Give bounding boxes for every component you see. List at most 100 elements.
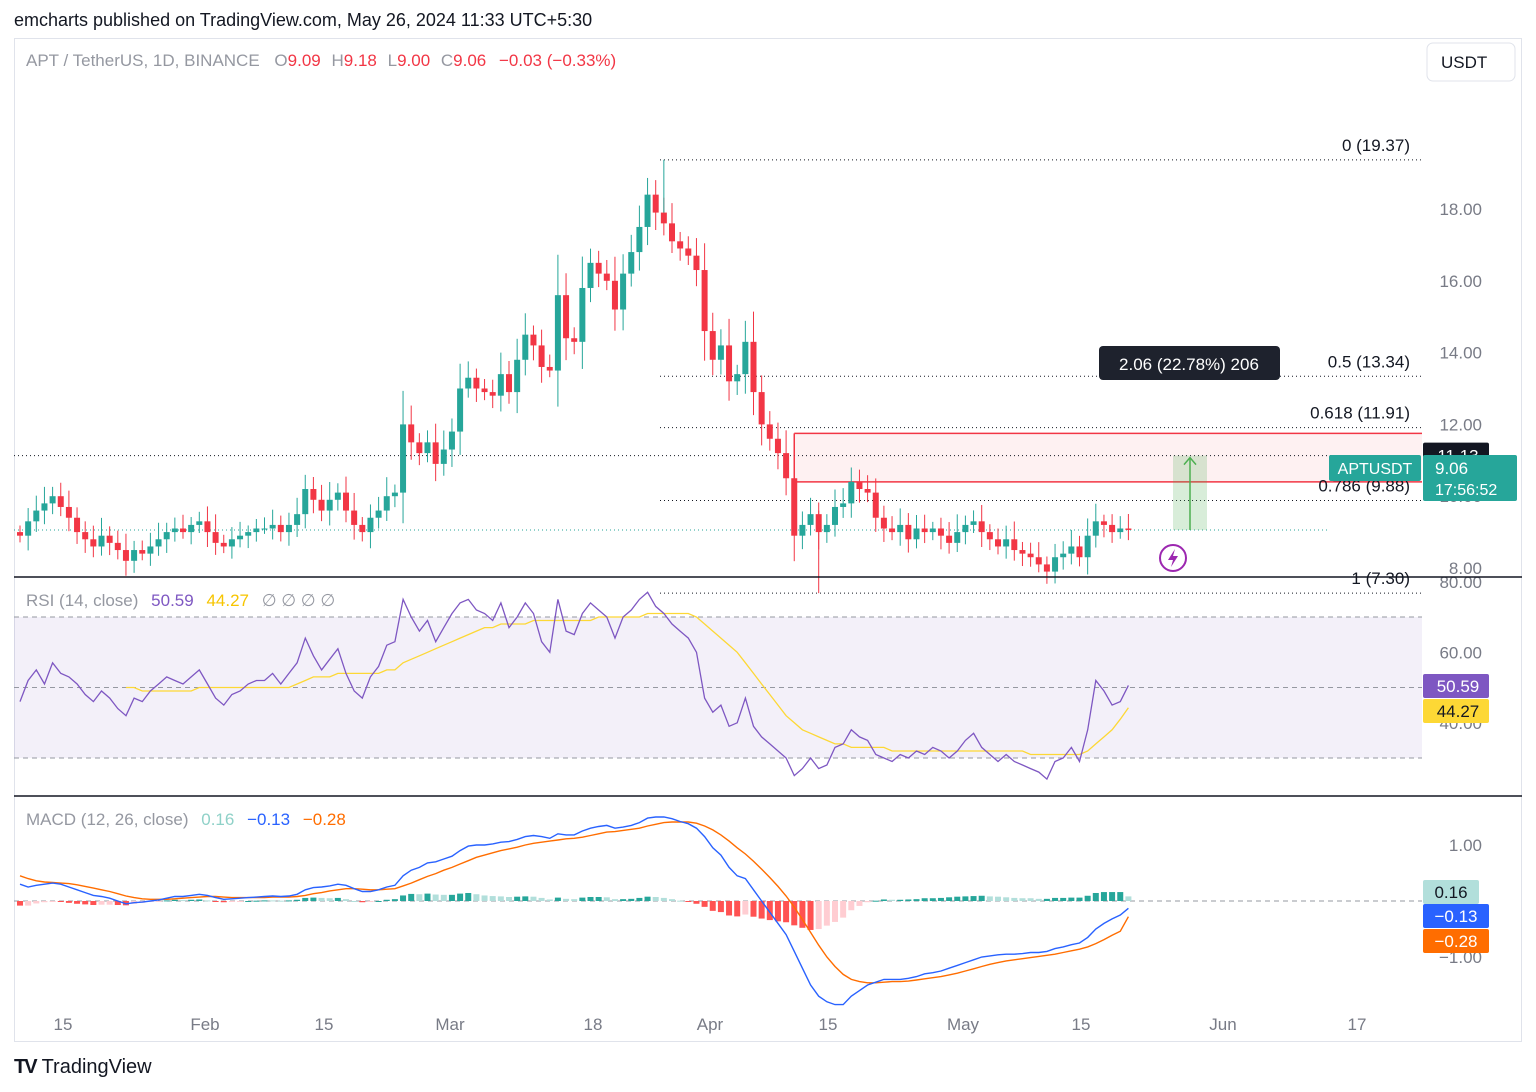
close-value: 9.06 [453, 51, 486, 70]
macd-histogram-bar [742, 901, 749, 915]
macd-histogram-bar [326, 898, 333, 901]
candle-body [717, 345, 724, 360]
macd-histogram-bar [766, 901, 773, 921]
candle-body [400, 424, 407, 493]
candle-body [497, 374, 504, 396]
macd-histogram-bar [448, 894, 455, 901]
rsi-legend: RSI (14, close) 50.59 44.27 ∅ ∅ ∅ ∅ [26, 591, 335, 610]
candle-body [734, 374, 741, 382]
candle-body [310, 489, 317, 500]
macd-histogram-bar [1043, 898, 1050, 901]
macd-histogram-bar [90, 901, 97, 906]
candle-body [147, 546, 154, 554]
price-range-measure[interactable]: 2.06 (22.78%) 206 [1099, 346, 1280, 530]
measure-label: 2.06 (22.78%) 206 [1119, 355, 1259, 374]
macd-pane: 1.00−1.000.16−0.13−0.28 [14, 816, 1489, 1006]
macd-hist-value: 0.16 [201, 810, 234, 829]
candle-body [946, 535, 953, 543]
macd-histogram-bar [880, 899, 887, 901]
candle-body [685, 248, 692, 256]
macd-histogram-bar [310, 897, 317, 901]
price-axis-label: 8.00 [1449, 559, 1482, 578]
candle-body [611, 280, 618, 310]
macd-histogram-bar [359, 901, 366, 903]
axes: 18.0016.0014.0012.0010.008.0015Feb15Mar1… [14, 200, 1522, 1034]
time-axis-label: 18 [584, 1015, 603, 1034]
candle-body [995, 539, 1001, 547]
macd-histogram-bar [506, 896, 512, 901]
candle-body [269, 524, 276, 529]
main-legend: APT / TetherUS, 1D, BINANCE O9.09 H9.18 … [26, 51, 616, 70]
candle-body [652, 194, 659, 213]
time-axis-label: 17 [1348, 1015, 1367, 1034]
candle-body [424, 442, 431, 454]
candle-body [1100, 521, 1107, 525]
macd-histogram-bar [783, 901, 790, 923]
candle-body [620, 273, 627, 310]
candle-body [375, 510, 382, 518]
macd-histogram-bar [709, 901, 716, 911]
candle-body [538, 345, 545, 367]
macd-histogram-bar [889, 899, 896, 901]
candle-body [139, 550, 146, 554]
macd-histogram-bar [155, 901, 162, 902]
macd-histogram-bar [611, 899, 618, 901]
macd-histogram-bar [571, 899, 578, 901]
macd-histogram-bar [929, 898, 936, 901]
candle-body [880, 517, 887, 529]
macd-histogram-bar [98, 901, 105, 905]
candle-body [391, 492, 398, 497]
macd-histogram-bar [1011, 897, 1018, 901]
macd-histogram-bar [457, 893, 464, 901]
macd-histogram-bar [82, 901, 89, 905]
macd-histogram-bar [1052, 897, 1059, 901]
candle-body [1003, 539, 1010, 547]
candle-body [33, 510, 40, 522]
candle-body [343, 492, 349, 511]
time-axis-label: 15 [315, 1015, 334, 1034]
candle-body [163, 532, 170, 540]
macd-histogram-bar [220, 901, 227, 903]
candle-body [563, 295, 570, 339]
macd-histogram-bar [465, 892, 472, 901]
macd-hist-tag [1423, 880, 1479, 904]
candle-body [677, 241, 684, 249]
currency-button[interactable] [1426, 42, 1516, 82]
macd-histogram-bar [285, 900, 292, 902]
macd-histogram-bar [318, 897, 325, 901]
candle-body [440, 449, 447, 464]
symbol-tag-text: APTUSDT [1338, 461, 1413, 478]
candle-body [155, 539, 162, 547]
lightning-icon[interactable] [1159, 544, 1187, 572]
macd-histogram-bar [65, 901, 72, 903]
macd-histogram-bar [840, 901, 847, 918]
candle-body [840, 503, 847, 507]
candle-body [962, 524, 969, 533]
macd-histogram-bar [995, 896, 1001, 901]
candle-body [872, 492, 879, 518]
currency-label: USDT [1441, 53, 1487, 72]
tradingview-wordmark: TradingView [41, 1056, 152, 1078]
macd-histogram-bar [701, 901, 708, 907]
macd-histogram-bar [823, 901, 830, 926]
candle-body [799, 524, 806, 536]
macd-histogram-bar [57, 901, 64, 902]
change-value: −0.03 (−0.33%) [499, 51, 616, 70]
macd-histogram-bar [1125, 896, 1132, 901]
macd-tag [1423, 904, 1489, 928]
macd-histogram-bar [1003, 897, 1010, 901]
macd-histogram-bar [848, 901, 855, 911]
signal-value: −0.28 [303, 810, 346, 829]
macd-histogram-bar [196, 899, 203, 901]
macd-line [19, 816, 1129, 1006]
macd-histogram-bar [497, 896, 504, 901]
candle-body [1035, 557, 1042, 565]
candle-body [334, 492, 341, 500]
candle-body [65, 506, 72, 518]
price-axis-label: 18.00 [1439, 200, 1482, 219]
candle-body [783, 453, 790, 479]
candle-body [986, 532, 993, 540]
open-value: 9.09 [288, 51, 321, 70]
candle-body [245, 532, 252, 536]
